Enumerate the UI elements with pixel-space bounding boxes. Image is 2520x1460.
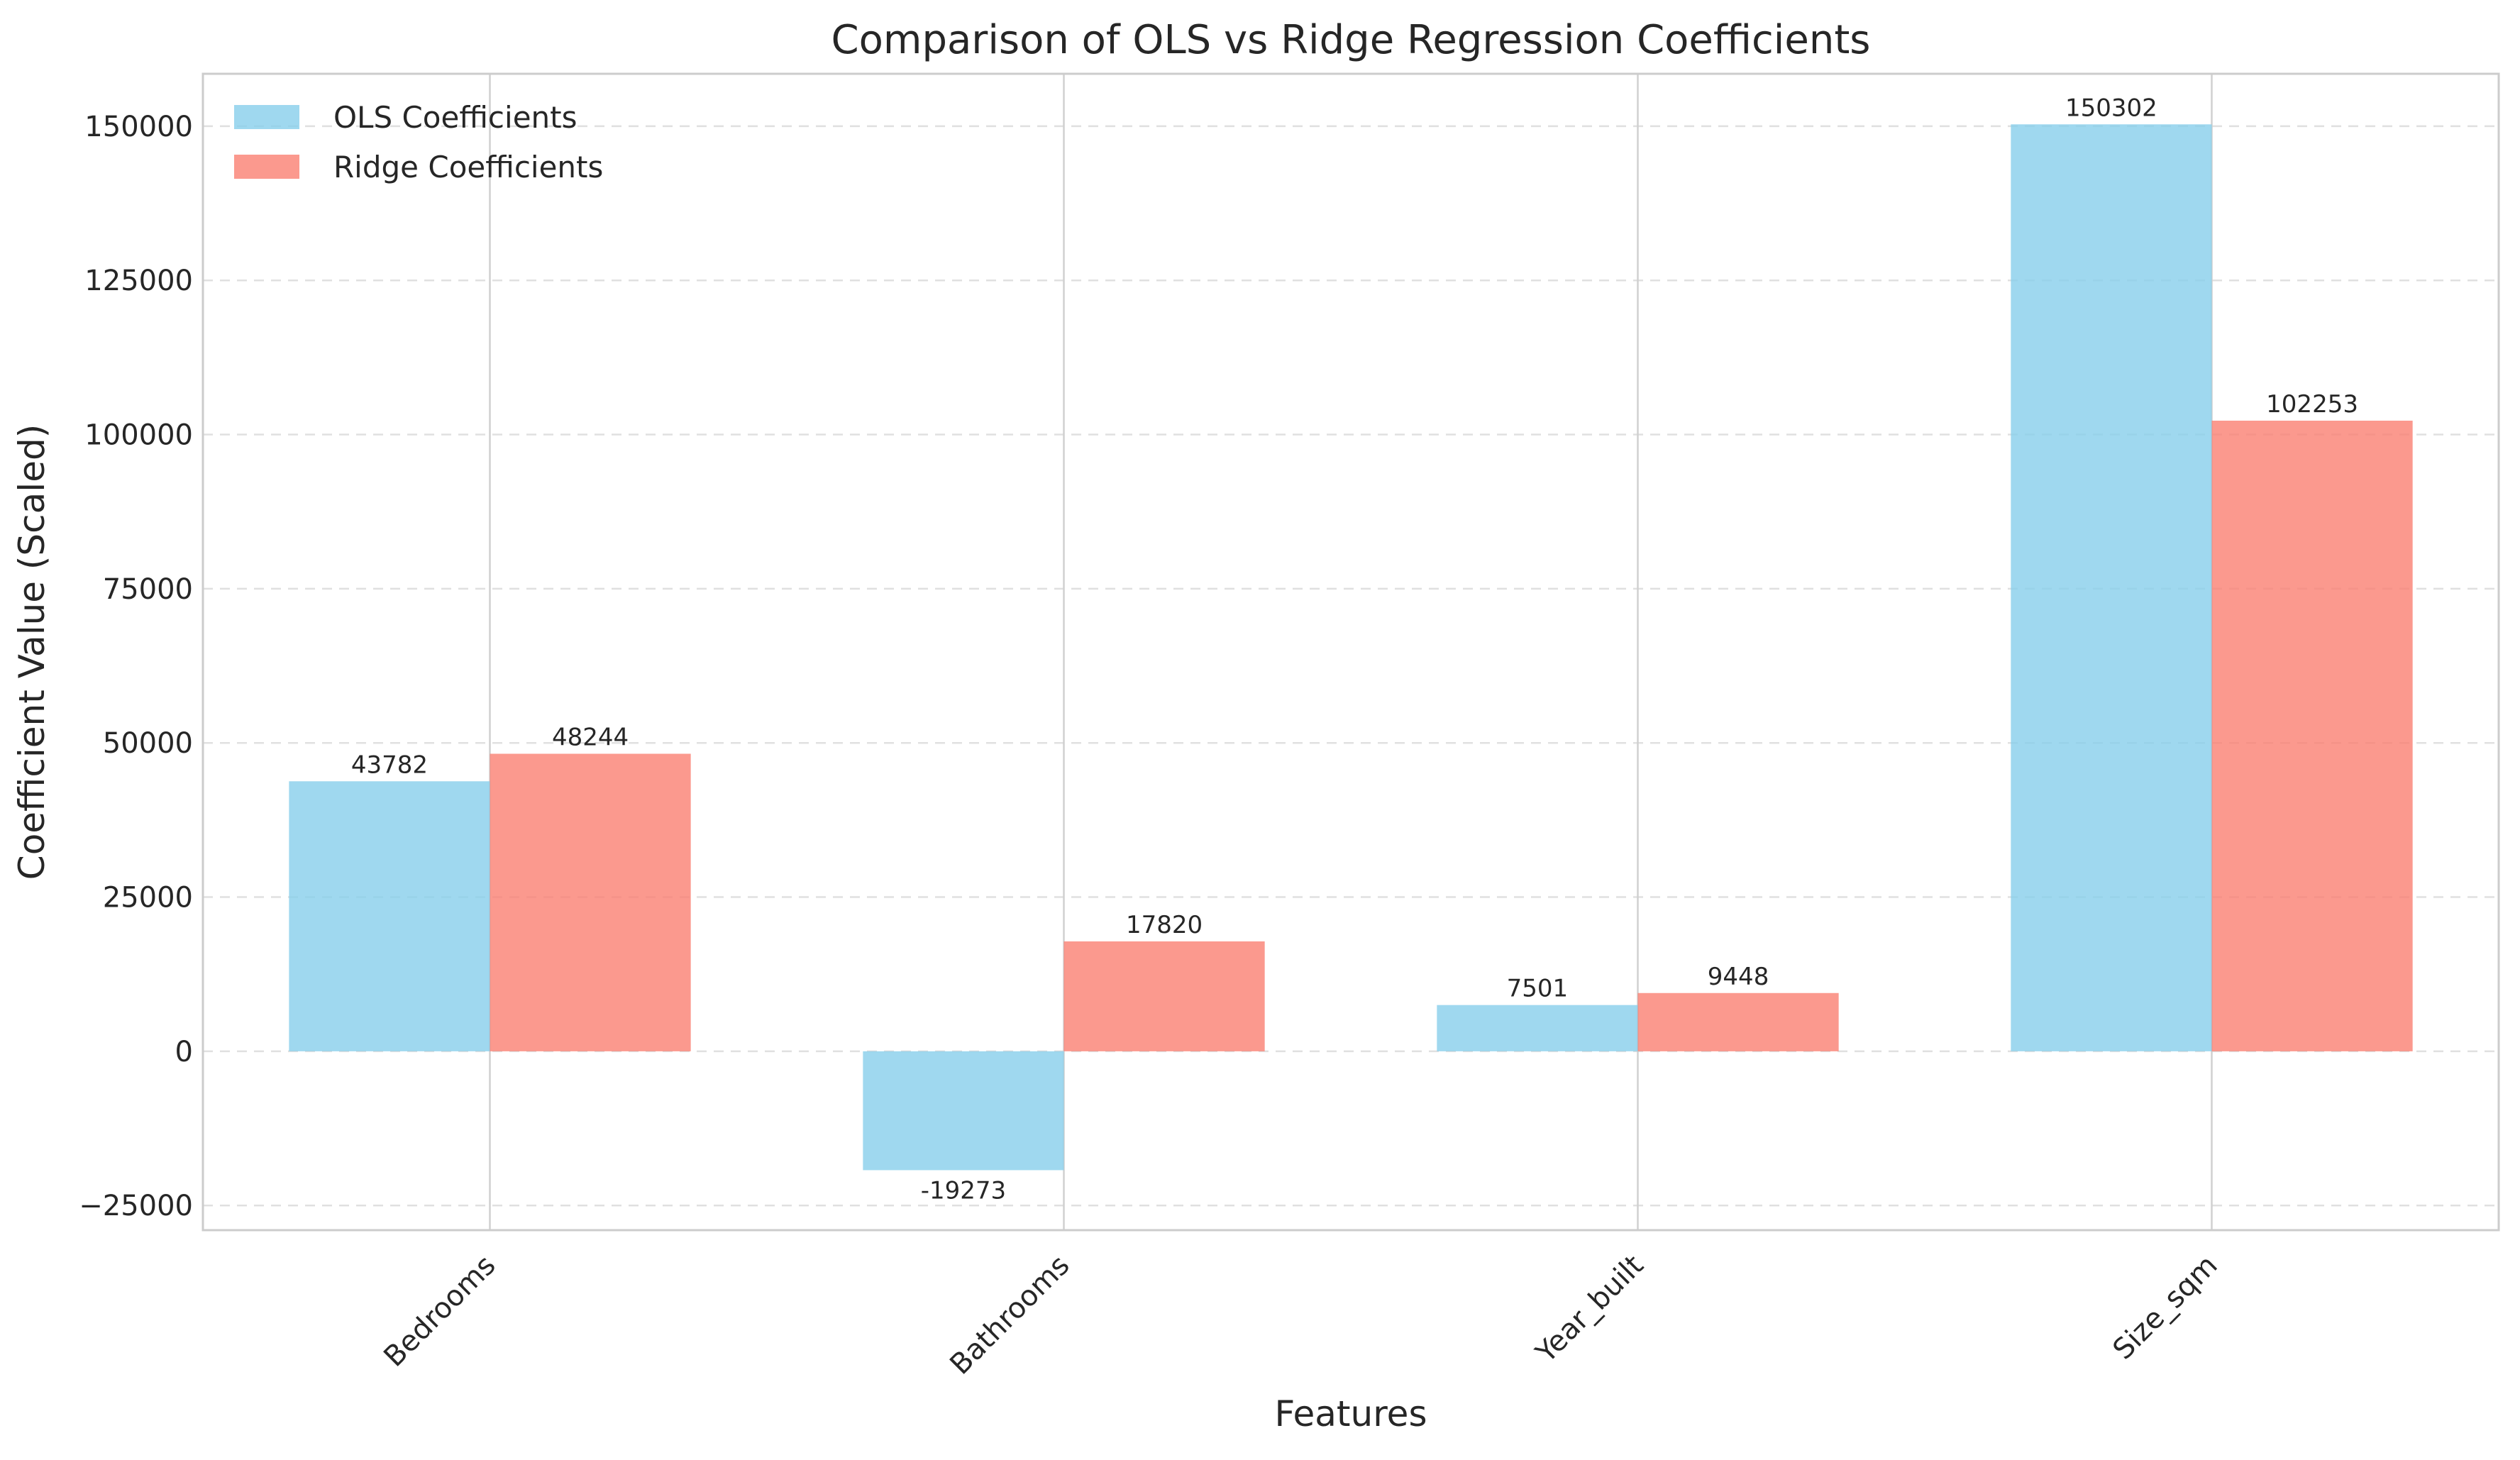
- bar-value-label: 9448: [1708, 963, 1769, 991]
- ridge-bar: [1063, 941, 1265, 1051]
- chart-title: Comparison of OLS vs Ridge Regression Co…: [831, 17, 1871, 63]
- y-tick-label: 150000: [84, 111, 193, 143]
- x-axis-label: Features: [1275, 1393, 1427, 1434]
- legend-swatch-ridge: [234, 155, 299, 179]
- bar-value-label: 43782: [351, 751, 428, 779]
- data-labels: 43782 -19273 7501 150302 48244 17820 9448 10225…: [351, 94, 2358, 1205]
- ridge-bar: [2211, 420, 2413, 1051]
- y-tick-label: 125000: [84, 265, 193, 297]
- bar-value-label: -19273: [921, 1176, 1006, 1205]
- bars: [289, 124, 2413, 1171]
- bar-value-label: 7501: [1507, 975, 1569, 1003]
- ridge-bar: [490, 753, 691, 1051]
- ols-bar: [1437, 1005, 1638, 1051]
- legend-swatch-ols: [234, 105, 299, 129]
- ols-bar: [2011, 124, 2212, 1051]
- y-tick-label: 100000: [84, 419, 193, 452]
- y-tick-label: 25000: [103, 882, 193, 914]
- y-tick-label: −25000: [79, 1190, 193, 1222]
- y-tick-label: 50000: [103, 727, 193, 760]
- bar-value-label: 48244: [552, 723, 629, 751]
- bar-value-label: 17820: [1126, 911, 1203, 939]
- bar-value-label: 150302: [2065, 94, 2157, 122]
- legend: OLS Coefficients Ridge Coefficients: [234, 100, 603, 184]
- y-tick-label: 75000: [103, 573, 193, 606]
- ridge-bar: [1637, 992, 1839, 1051]
- y-axis-label: Coefficient Value (Scaled): [11, 424, 52, 880]
- ols-bar: [863, 1051, 1064, 1171]
- y-tick-label: 0: [175, 1036, 193, 1068]
- plot-frame: [201, 72, 2500, 1232]
- bar-value-label: 102253: [2266, 390, 2358, 419]
- legend-label-ols: OLS Coefficients: [333, 100, 578, 135]
- ols-bar: [289, 781, 490, 1051]
- legend-label-ridge: Ridge Coefficients: [333, 150, 603, 184]
